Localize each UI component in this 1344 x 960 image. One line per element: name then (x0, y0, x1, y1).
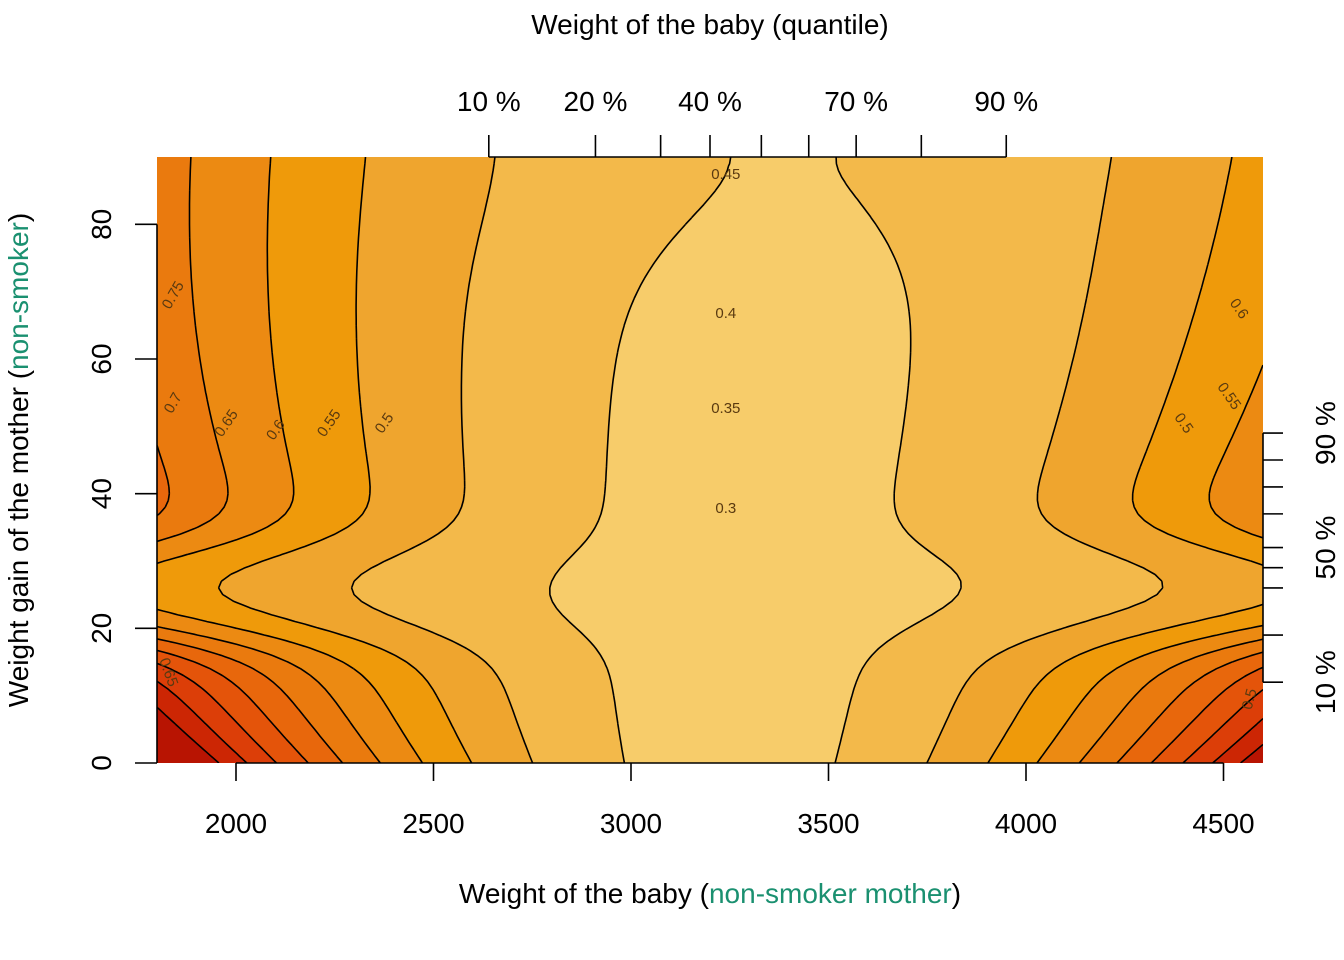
y-tick-label: 20 (86, 613, 117, 644)
contour-label-group: 0.4 (715, 305, 736, 322)
contour-label-group: 0.3 (715, 500, 736, 517)
top-axis-title: Weight of the baby (quantile) (531, 9, 888, 40)
x-tick-label: 3500 (797, 808, 859, 839)
x-axis-title-highlight: non-smoker mother (709, 878, 952, 909)
right-quantile-label: 50 % (1310, 516, 1341, 580)
x-tick-label: 3000 (600, 808, 662, 839)
contour-label: 0.3 (715, 500, 736, 517)
contour-line-0.4 (217, 157, 1263, 763)
contour-line-0.55 (157, 445, 1263, 763)
y-tick-label: 60 (86, 343, 117, 374)
x-tick-label: 4000 (995, 808, 1057, 839)
contour-label: 0.4 (715, 305, 736, 322)
top-quantile-label: 20 % (564, 86, 628, 117)
contour-fill-layer (157, 157, 1263, 763)
y-tick-label: 80 (86, 209, 117, 240)
contour-label: 0.35 (711, 400, 740, 417)
contour-label-group: 0.45 (711, 166, 740, 183)
contour-label-group: 0.35 (711, 400, 740, 417)
contour-line-0.7 (157, 680, 1263, 763)
contour-line-0.65 (157, 662, 1263, 763)
y-tick-label: 40 (86, 478, 117, 509)
top-quantile-label: 40 % (678, 86, 742, 117)
x-tick-label: 2500 (402, 808, 464, 839)
y-axis-title: Weight gain of the mother (non-smoker) (3, 213, 34, 707)
right-quantile-label: 10 % (1310, 650, 1341, 714)
top-quantile-label: 90 % (974, 86, 1038, 117)
contour-line-0.75 (157, 706, 1263, 763)
y-axis-title-highlight: non-smoker (3, 222, 34, 370)
top-quantile-label: 70 % (824, 86, 888, 117)
top-quantile-label: 10 % (457, 86, 521, 117)
contour-line-0.3 (549, 157, 962, 763)
contour-fill-image (157, 157, 1263, 763)
contour-label: 0.5 (1239, 687, 1261, 712)
x-axis-title: Weight of the baby (non-smoker mother) (459, 878, 961, 909)
contour-line-0.45 (157, 157, 1263, 763)
contour-line-0.5 (157, 157, 1263, 763)
right-quantile-label: 90 % (1310, 401, 1341, 465)
contour-line-0.6 (157, 649, 1263, 763)
contour-label-group: 0.5 (1239, 687, 1261, 712)
x-tick-label: 4500 (1192, 808, 1254, 839)
x-tick-label: 2000 (205, 808, 267, 839)
y-tick-label: 0 (86, 755, 117, 771)
contour-lines (157, 157, 1263, 763)
contour-label: 0.45 (711, 166, 740, 183)
axes: 2000 2500 3000 3500 4000 4500 0 20 40 60 80 10 % 20 … (86, 86, 1341, 839)
contour-line-0.35 (350, 157, 1164, 763)
